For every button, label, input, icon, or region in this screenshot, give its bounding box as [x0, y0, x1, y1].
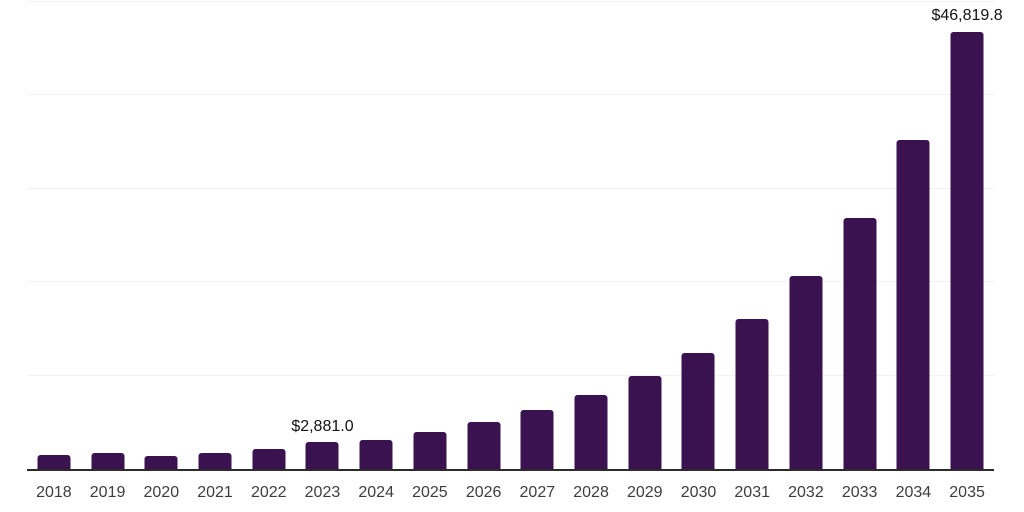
- x-axis: 2018 2019 2020 2021 2022 2023 2024 2025 2026 2027…: [27, 484, 994, 502]
- bar-slot-2020: [134, 2, 188, 469]
- bar-slot-2026: [457, 2, 511, 469]
- gridline-40000: [27, 94, 994, 96]
- bar-slot-2029: [618, 2, 672, 469]
- x-tick-2034: 2034: [895, 484, 932, 501]
- x-tick-2029: 2029: [626, 484, 663, 501]
- bar-slot-2022: [242, 2, 296, 469]
- bar-2024: [359, 439, 393, 469]
- bar-2035: [950, 31, 984, 469]
- x-tick-2030: 2030: [680, 484, 717, 501]
- x-tick-2025: 2025: [412, 484, 448, 501]
- bar-slot-2028: [564, 2, 618, 469]
- x-tick-2024: 2024: [358, 484, 394, 501]
- x-tick-2033: 2033: [841, 484, 878, 501]
- x-tick-2023: 2023: [304, 484, 341, 501]
- x-tick-2022: 2022: [250, 484, 287, 501]
- data-label-2035: $46,819.8: [931, 7, 1003, 25]
- x-tick-2018: 2018: [36, 484, 72, 501]
- x-tick-2027: 2027: [519, 484, 556, 501]
- bar-slot-2030: [672, 2, 726, 469]
- bar-2026: [467, 422, 501, 469]
- bar-slot-2018: [27, 2, 81, 469]
- bar-2020: [144, 455, 178, 469]
- bar-2029: [628, 376, 662, 469]
- bar-2028: [574, 395, 608, 469]
- bar-slot-2021: [188, 2, 242, 469]
- bar-2032: [789, 276, 823, 469]
- x-tick-2020: 2020: [143, 484, 180, 501]
- gridline-20000: [27, 281, 994, 283]
- bar-2027: [520, 410, 554, 469]
- bar-slot-2032: [779, 2, 833, 469]
- bar-slot-2024: [349, 2, 403, 469]
- bar-slot-2035: $46,819.8: [931, 2, 1003, 469]
- bar-slot-2019: [81, 2, 135, 469]
- bar-2034: [896, 140, 930, 469]
- bar-slot-2031: [725, 2, 779, 469]
- gridline-50000: [27, 1, 994, 2]
- x-tick-2019: 2019: [89, 484, 126, 501]
- bar-2025: [413, 432, 447, 469]
- bar-2033: [843, 218, 877, 469]
- x-tick-2028: 2028: [573, 484, 609, 501]
- bar-2030: [681, 353, 715, 469]
- bar-2023: [305, 442, 339, 469]
- bar-slot-2025: [403, 2, 457, 469]
- gridline-10000: [27, 374, 994, 376]
- bar-slot-2023: $2,881.0: [291, 2, 354, 469]
- bar-2018: [37, 455, 71, 469]
- x-tick-2035: 2035: [949, 484, 985, 501]
- bar-2031: [735, 319, 769, 469]
- bar-2019: [91, 452, 125, 469]
- bar-2022: [252, 449, 286, 469]
- bar-slot-2034: [887, 2, 941, 469]
- x-tick-2031: 2031: [734, 484, 770, 501]
- bar-slot-2027: [510, 2, 564, 469]
- plot-area: $2,881.0 $46,819.8: [27, 1, 1003, 471]
- x-tick-2026: 2026: [465, 484, 502, 501]
- x-tick-2032: 2032: [788, 484, 824, 501]
- x-tick-2021: 2021: [197, 484, 233, 501]
- bar-2021: [198, 452, 232, 469]
- data-label-2023: $2,881.0: [291, 417, 354, 435]
- bar-slot-2033: [833, 2, 887, 469]
- bars-container: $2,881.0 $46,819.8: [27, 2, 1003, 469]
- gridline-30000: [27, 187, 994, 189]
